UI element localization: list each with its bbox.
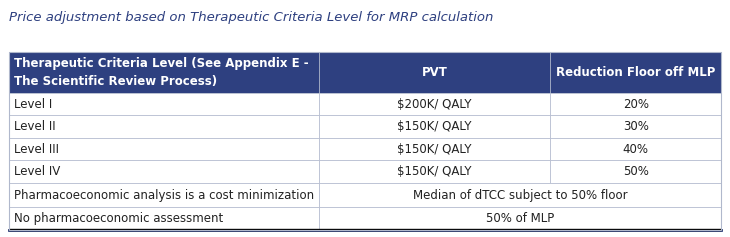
- Text: Level IV: Level IV: [14, 165, 60, 178]
- Text: $200K/ QALY: $200K/ QALY: [397, 98, 472, 111]
- Text: Reduction Floor off MLP: Reduction Floor off MLP: [556, 66, 715, 79]
- Text: Level II: Level II: [14, 120, 55, 133]
- Text: No pharmacoeconomic assessment: No pharmacoeconomic assessment: [14, 212, 223, 225]
- Text: Price adjustment based on Therapeutic Criteria Level for MRP calculation: Price adjustment based on Therapeutic Cr…: [9, 11, 493, 24]
- Text: Therapeutic Criteria Level (See Appendix E -
The Scientific Review Process): Therapeutic Criteria Level (See Appendix…: [14, 57, 309, 88]
- Text: Level I: Level I: [14, 98, 52, 111]
- Text: Level III: Level III: [14, 143, 59, 156]
- Text: $150K/ QALY: $150K/ QALY: [397, 120, 472, 133]
- Text: 40%: 40%: [623, 143, 649, 156]
- Text: 30%: 30%: [623, 120, 649, 133]
- Text: Median of dTCC subject to 50% floor: Median of dTCC subject to 50% floor: [412, 189, 627, 202]
- Text: $150K/ QALY: $150K/ QALY: [397, 143, 472, 156]
- Text: 50% of MLP: 50% of MLP: [486, 212, 554, 225]
- Text: PVT: PVT: [421, 66, 447, 79]
- Text: Pharmacoeconomic analysis is a cost minimization: Pharmacoeconomic analysis is a cost mini…: [14, 189, 314, 202]
- Text: 20%: 20%: [623, 98, 649, 111]
- Text: $150K/ QALY: $150K/ QALY: [397, 165, 472, 178]
- Text: 50%: 50%: [623, 165, 649, 178]
